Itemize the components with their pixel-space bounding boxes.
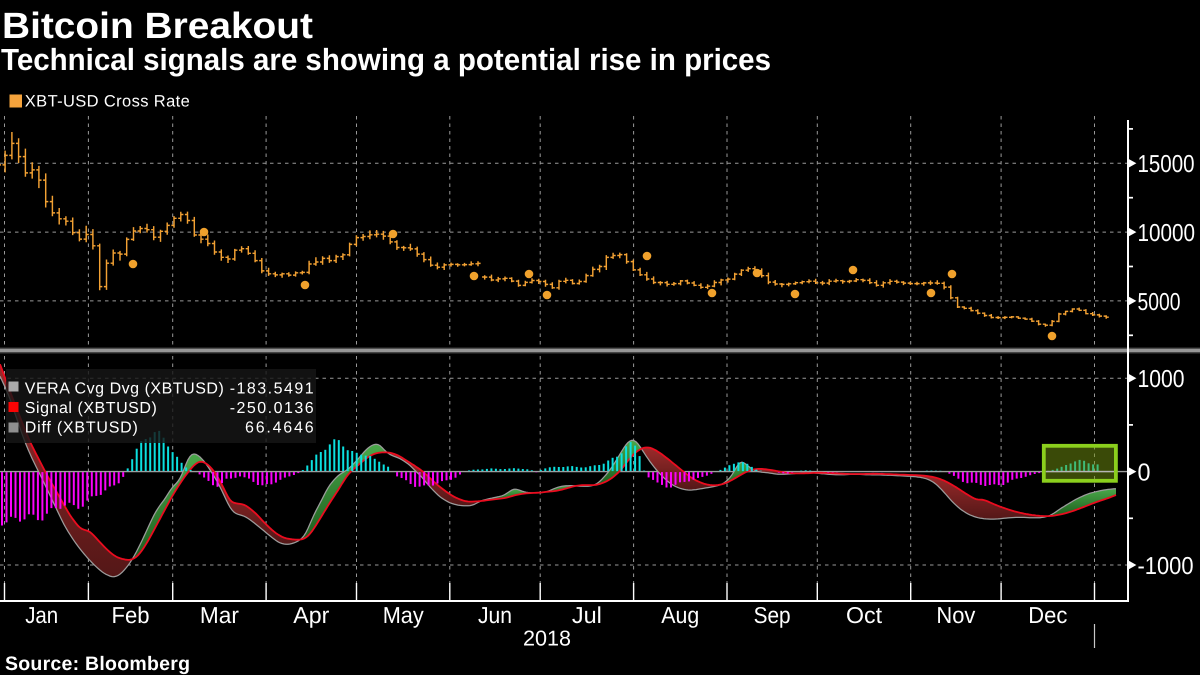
svg-text:Sep: Sep [754, 602, 791, 628]
svg-text:15000: 15000 [1138, 151, 1195, 178]
svg-text:Apr: Apr [293, 602, 329, 628]
svg-text:-250.0136: -250.0136 [230, 400, 314, 417]
svg-text:Jun: Jun [478, 602, 512, 628]
svg-text:Oct: Oct [846, 602, 883, 628]
svg-text:Signal (XBTUSD): Signal (XBTUSD) [25, 400, 157, 417]
svg-text:Dec: Dec [1028, 602, 1067, 628]
svg-text:May: May [383, 602, 424, 628]
svg-text:66.4646: 66.4646 [245, 420, 314, 437]
svg-text:0: 0 [1138, 460, 1151, 487]
svg-text:VERA Cvg Dvg (XBTUSD): VERA Cvg Dvg (XBTUSD) [25, 381, 224, 398]
svg-text:Technical signals are showing: Technical signals are showing a potentia… [1, 43, 771, 77]
svg-text:XBT-USD Cross Rate: XBT-USD Cross Rate [25, 93, 190, 111]
svg-text:Mar: Mar [200, 602, 239, 628]
svg-text:Jul: Jul [572, 602, 602, 628]
svg-text:Feb: Feb [112, 602, 150, 628]
svg-text:Bitcoin Breakout: Bitcoin Breakout [2, 5, 313, 46]
svg-text:Diff (XBTUSD): Diff (XBTUSD) [25, 420, 138, 437]
svg-text:1000: 1000 [1138, 366, 1185, 393]
svg-text:2018: 2018 [523, 627, 571, 651]
svg-text:-183.5491: -183.5491 [230, 381, 314, 398]
svg-text:Source: Bloomberg: Source: Bloomberg [5, 653, 190, 675]
svg-text:10000: 10000 [1138, 220, 1196, 247]
svg-text:Jan: Jan [25, 602, 58, 628]
svg-text:5000: 5000 [1138, 289, 1181, 316]
svg-text:Aug: Aug [661, 602, 699, 628]
svg-text:-1000: -1000 [1138, 553, 1194, 580]
svg-text:Nov: Nov [936, 602, 975, 628]
